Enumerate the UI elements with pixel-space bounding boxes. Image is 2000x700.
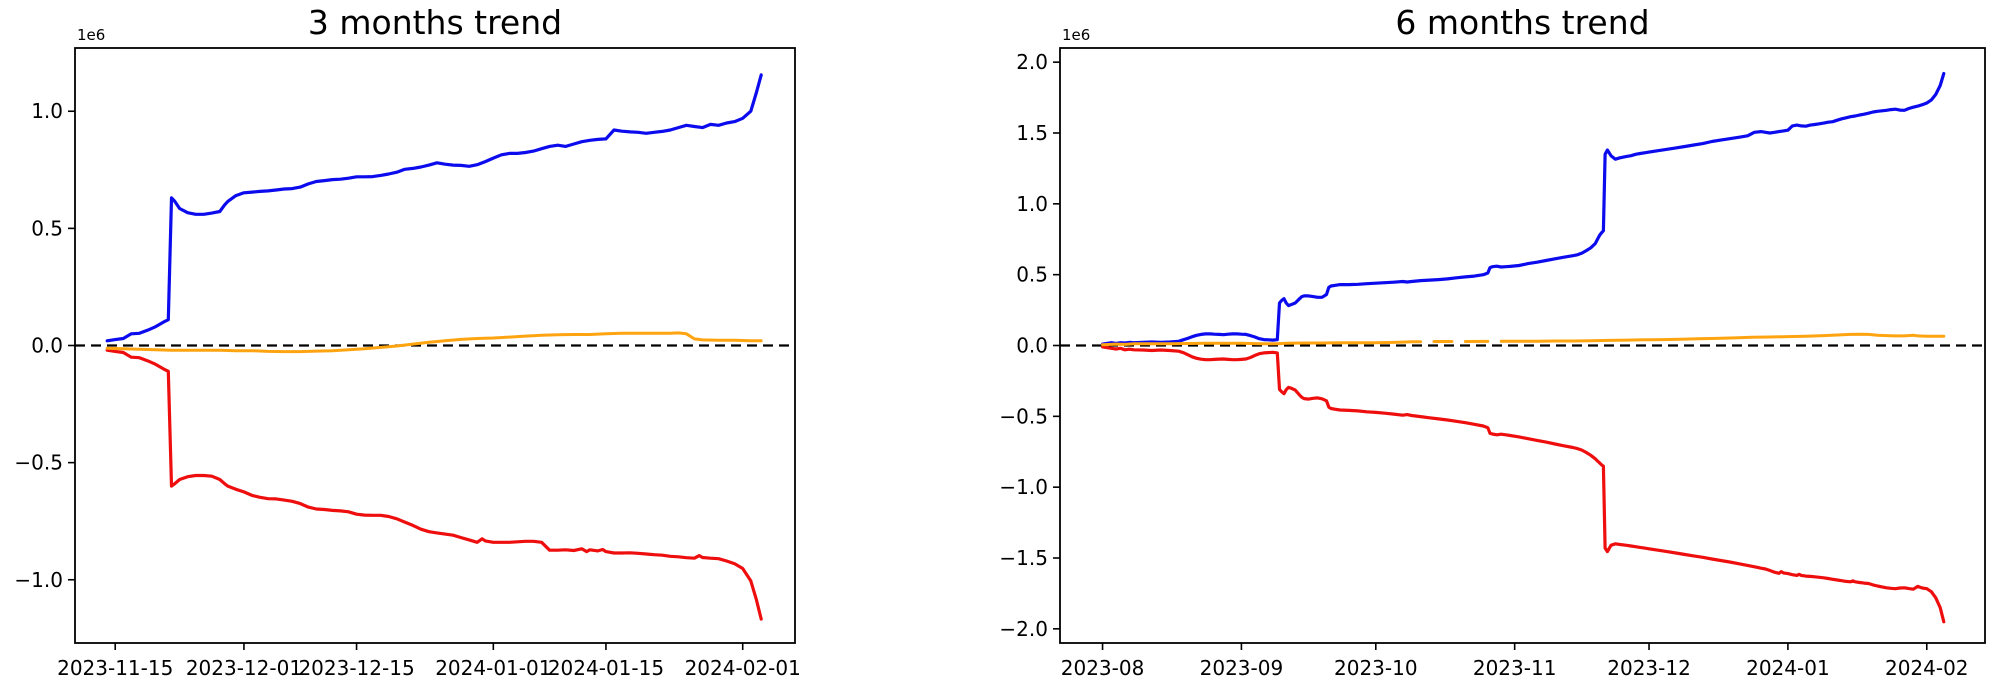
- chart-6-months-panel: 6 months trend 2.0 1.5 1.0 0.5 0.0 −0.5 −1.0 −1…: [820, 0, 2000, 700]
- y-tick-label: −0.5: [14, 451, 63, 475]
- y-tick-label: 1.0: [31, 99, 63, 123]
- y-tick-label: 2.0: [1016, 50, 1048, 74]
- y-tick-label: −0.5: [999, 404, 1048, 428]
- x-axis: 2023-08 2023-09 2023-10 2023-11 2023-12 2024-…: [1061, 643, 1969, 680]
- x-tick-label: 2023-11-15: [57, 656, 173, 680]
- x-tick-label: 2023-12-01: [186, 656, 302, 680]
- x-tick-label: 2024-02: [1885, 656, 1969, 680]
- y-axis-multiplier-label: 1e6: [1062, 26, 1090, 44]
- y-tick-label: 0.5: [1016, 263, 1048, 287]
- y-axis: 1.0 0.5 0.0 −0.5 −1.0: [14, 99, 75, 592]
- y-axis-multiplier-label: 1e6: [77, 26, 105, 44]
- y-tick-label: 0.5: [31, 216, 63, 240]
- x-tick-label: 2023-12-15: [298, 656, 414, 680]
- x-tick-label: 2023-12: [1607, 656, 1691, 680]
- series-line-blue: [1101, 71, 1946, 346]
- x-tick-label: 2024-02-01: [685, 656, 801, 680]
- x-tick-label: 2023-10: [1334, 656, 1418, 680]
- x-tick-label: 2024-01: [1746, 656, 1830, 680]
- series-lines: [1101, 71, 1946, 624]
- series-line-red: [105, 348, 763, 621]
- x-tick-label: 2023-08: [1061, 656, 1145, 680]
- series-line-red: [1101, 345, 1946, 624]
- series-line-orange: [1101, 332, 1946, 347]
- y-tick-label: 1.5: [1016, 121, 1048, 145]
- y-axis: 2.0 1.5 1.0 0.5 0.0 −0.5 −1.0 −1.5 −2.0: [999, 50, 1060, 641]
- chart-title-3-months: 3 months trend: [307, 3, 563, 42]
- y-tick-label: −2.0: [999, 617, 1048, 641]
- series-line-orange: [105, 331, 763, 354]
- x-tick-label: 2024-01-01: [435, 656, 551, 680]
- y-tick-label: 0.0: [31, 334, 63, 358]
- chart-title-6-months: 6 months trend: [1395, 3, 1650, 42]
- series-line-blue: [105, 73, 763, 343]
- y-tick-label: −1.0: [14, 568, 63, 592]
- y-tick-label: 0.0: [1016, 334, 1048, 358]
- y-tick-label: −1.5: [999, 546, 1048, 570]
- y-tick-label: 1.0: [1016, 192, 1048, 216]
- chart-3-months-panel: 3 months trend 1.0 0.5 0.0 −0.5 −1.0 2023-11-…: [0, 0, 820, 700]
- series-lines: [105, 73, 763, 621]
- x-tick-label: 2023-11: [1473, 656, 1557, 680]
- x-tick-label: 2024-01-15: [548, 656, 664, 680]
- y-tick-label: −1.0: [999, 475, 1048, 499]
- x-tick-label: 2023-09: [1200, 656, 1284, 680]
